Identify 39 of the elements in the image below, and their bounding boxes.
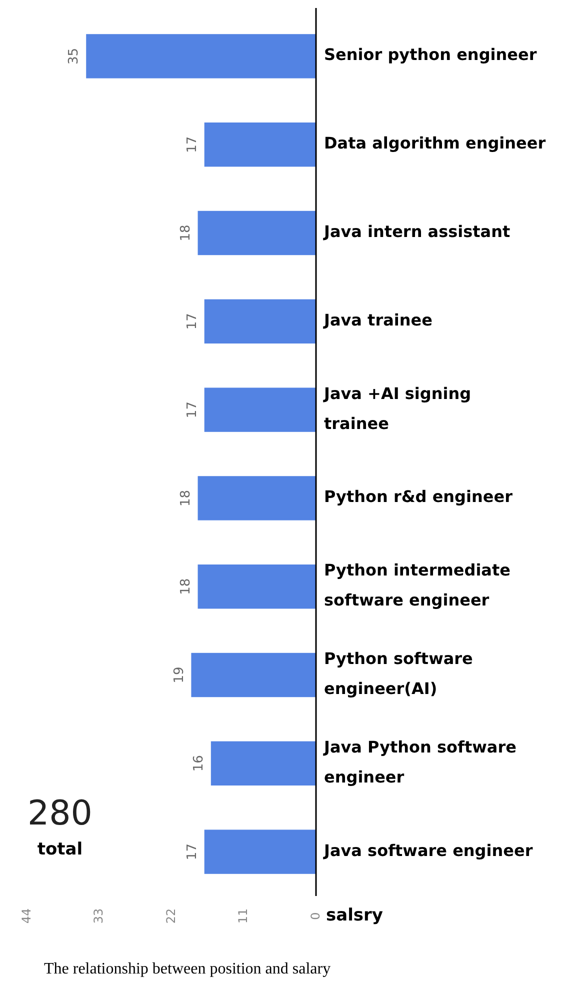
y-tick-label: Python r&d engineer — [324, 488, 513, 507]
bar — [198, 564, 316, 609]
x-tick-label: 22 — [164, 908, 178, 924]
y-tick-label: Java software engineer — [323, 841, 533, 860]
data-label: 17 — [184, 844, 200, 860]
y-tick-label: Python intermediate software engineer — [324, 560, 511, 610]
bar — [86, 34, 316, 78]
x-tick-label: 33 — [92, 908, 106, 924]
data-label: 18 — [178, 578, 194, 595]
y-tick-label: Java Python software engineer — [323, 738, 517, 787]
data-label: 17 — [184, 402, 200, 418]
y-tick-label: Java intern assistant — [323, 222, 510, 242]
bar — [198, 210, 316, 256]
data-label: 18 — [178, 224, 194, 242]
bar — [191, 652, 316, 698]
data-label: 17 — [184, 136, 200, 153]
y-tick-label: Python software engineer(AI) — [324, 649, 474, 698]
bar — [204, 388, 316, 432]
data-label: 19 — [172, 666, 187, 684]
bar — [210, 741, 316, 786]
data-label: 35 — [66, 48, 82, 64]
text: The relationship between position and salary — [44, 960, 331, 978]
bar — [204, 299, 316, 344]
y-tick-label: Java trainee — [323, 310, 433, 330]
x-axis-title: salsry — [326, 906, 384, 926]
x-tick-label: 0 — [308, 912, 322, 920]
x-tick-label: 44 — [19, 908, 34, 924]
data-label: 17 — [184, 313, 200, 330]
x-tick-label: 11 — [236, 908, 250, 924]
bar — [204, 122, 316, 167]
y-tick-label: Senior python engineer — [324, 46, 537, 65]
y-tick-label: Java +AI signing trainee — [323, 384, 472, 434]
annotation: 280 — [28, 793, 92, 834]
bar — [198, 476, 316, 520]
data-label: 18 — [178, 490, 194, 506]
y-tick-label: Data algorithm engineer — [324, 134, 546, 153]
annotation: total — [37, 840, 83, 860]
bar — [204, 830, 316, 874]
data-label: 16 — [191, 755, 206, 772]
